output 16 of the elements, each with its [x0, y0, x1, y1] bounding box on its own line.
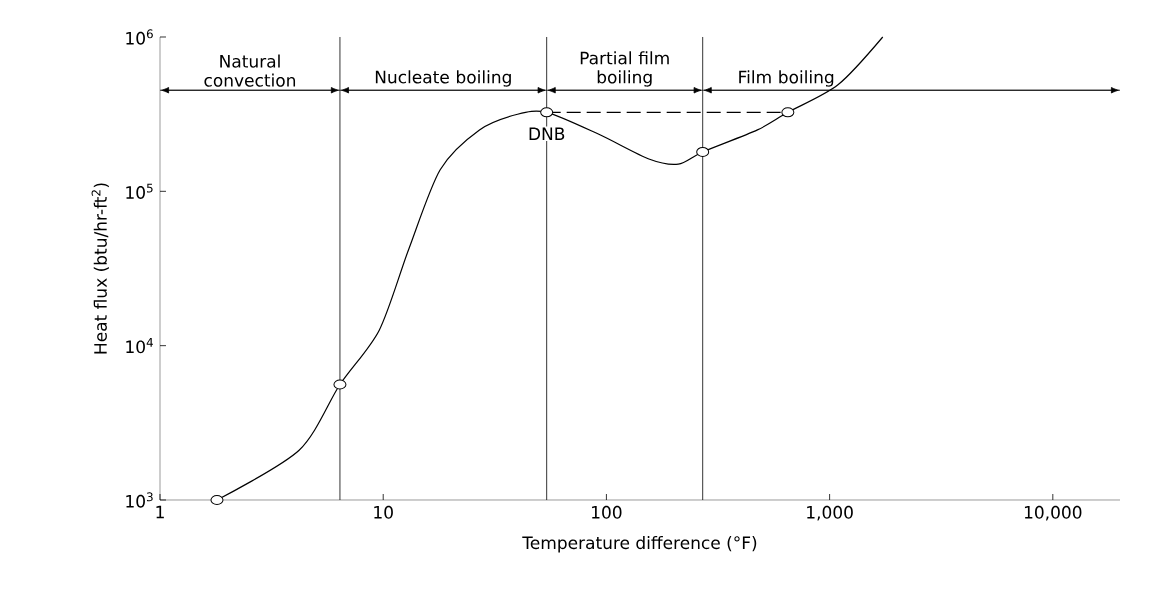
annotation: Film boiling	[739, 70, 834, 87]
y-tick-label: 10$^{3}$	[126, 492, 153, 508]
annotation: Nucleate boiling	[375, 70, 511, 87]
y-tick-label: 10$^{4}$	[126, 338, 153, 354]
x-tick-label: 1	[156, 505, 164, 519]
x-tick-label: 10,000	[1024, 505, 1082, 521]
x-tick-label: 1,000	[807, 505, 853, 521]
x-tick-label: 10	[374, 505, 393, 519]
x-axis-title: Temperature difference (°F)	[522, 535, 757, 553]
y-tick-label: 10$^{6}$	[126, 29, 153, 45]
annotation: Natural convection	[204, 54, 296, 87]
annotation: DNB	[529, 127, 565, 140]
y-axis-title: Heat flux (btu/hr-ft$^{2}$)	[91, 183, 109, 354]
x-tick-label: 100	[592, 505, 622, 519]
annotation: Partial film boiling	[580, 51, 669, 87]
y-tick-label: 10$^{5}$	[126, 183, 153, 199]
